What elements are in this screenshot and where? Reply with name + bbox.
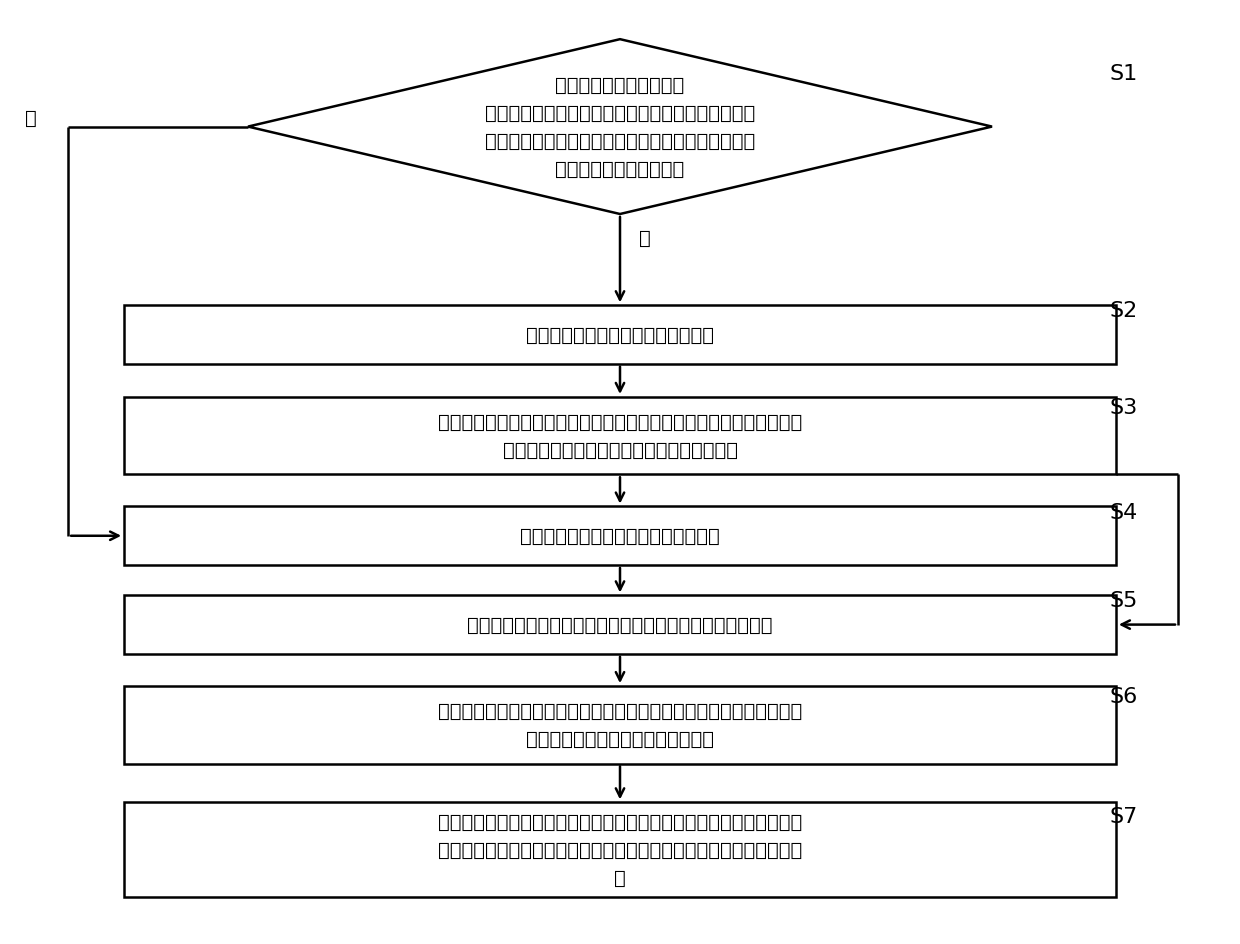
Text: 将所述控制命令发送给所述当前设备: 将所述控制命令发送给所述当前设备 <box>526 326 714 345</box>
Text: S4: S4 <box>1110 502 1138 522</box>
Text: 将所述第一状态信息作为当前状态信息: 将所述第一状态信息作为当前状态信息 <box>520 527 720 546</box>
Text: 否: 否 <box>25 109 37 127</box>
Text: S3: S3 <box>1110 397 1138 417</box>
Text: 是: 是 <box>639 228 650 248</box>
Text: S5: S5 <box>1110 591 1138 611</box>
Text: 在接收到至少一个设备发
来的第一状态信息时，针对所述至少一个设备中的每
一个当前设备，确定缓存的数据中是否存在与所述当
前设备相关联的控制命令: 在接收到至少一个设备发 来的第一状态信息时，针对所述至少一个设备中的每 一个当前… <box>485 76 755 178</box>
Text: S6: S6 <box>1110 686 1138 706</box>
Text: 根据预先存储的至少一个客户端与至少一个设备的关联关系，确定所述
当前设备对应的至少一个目标客户端: 根据预先存储的至少一个客户端与至少一个设备的关联关系，确定所述 当前设备对应的至… <box>438 701 802 749</box>
Text: S7: S7 <box>1110 806 1138 827</box>
Text: 当接收到所述当前设备按照所述控制命令执行操作后返回的第二状态信
息时，将所述第二状态信息作为当前状态信息: 当接收到所述当前设备按照所述控制命令执行操作后返回的第二状态信 息时，将所述第二… <box>438 413 802 460</box>
Text: 根据所述当前状态信息，更新所述当前设备的设备状态信息: 根据所述当前状态信息，更新所述当前设备的设备状态信息 <box>467 615 773 634</box>
Text: S2: S2 <box>1110 301 1138 321</box>
Text: 将所述当前设备的所述设备状态信息发送给每一个所述目标客户端，其
中，所述第一状态信息为所述至少一个设备在更改当前状态后发来的信
息: 将所述当前设备的所述设备状态信息发送给每一个所述目标客户端，其 中，所述第一状态… <box>438 812 802 887</box>
Text: S1: S1 <box>1110 64 1138 84</box>
